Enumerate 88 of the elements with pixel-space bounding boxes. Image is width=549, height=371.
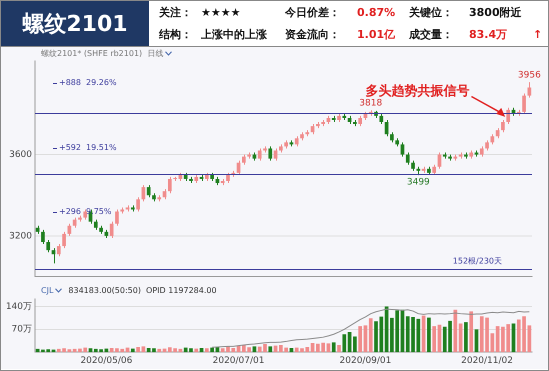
candlestick <box>496 128 500 139</box>
candlestick <box>52 248 56 264</box>
annotation: 152根/230天 <box>452 256 502 266</box>
bar <box>194 348 198 352</box>
candlestick <box>390 132 394 143</box>
candlestick <box>46 239 50 253</box>
text: 螺纹2101 <box>1 1 149 46</box>
annotation: 3956 <box>518 70 542 80</box>
candlestick <box>56 244 61 257</box>
candlestick <box>62 231 66 249</box>
candlestick <box>485 140 489 151</box>
bar <box>464 322 468 352</box>
text: 关注： <box>159 5 193 20</box>
bar <box>469 311 474 352</box>
candlestick <box>242 154 246 166</box>
bar <box>284 348 288 352</box>
bar <box>512 323 516 352</box>
candlestick <box>501 119 505 133</box>
candlestick <box>226 172 230 184</box>
x-tick-label: 2020/11/02 <box>461 356 513 366</box>
candlestick <box>115 208 119 226</box>
text: ↑ <box>533 28 543 41</box>
bar <box>458 323 462 352</box>
text: 今日价差： <box>285 5 341 20</box>
y-tick-label: 70万 <box>12 324 32 335</box>
candlestick <box>94 219 98 230</box>
bar <box>130 348 135 352</box>
candlestick <box>168 176 172 194</box>
candlestick <box>268 146 272 162</box>
candlestick <box>294 136 299 147</box>
y-tick-label: 3200 <box>9 231 32 242</box>
candlestick <box>146 184 151 198</box>
candlestick <box>162 188 166 200</box>
annotation: +888 29.26% <box>59 78 117 88</box>
text: 资金流向： <box>285 27 341 42</box>
annotation: +592 19.51% <box>59 143 117 152</box>
bar <box>200 348 204 352</box>
candlestick <box>136 196 140 212</box>
annotation: 多头趋势共振信号 <box>365 82 470 99</box>
bar <box>290 348 294 352</box>
y-tick-label: 140万 <box>6 302 32 312</box>
candlestick <box>480 146 484 158</box>
text: 结构： <box>159 27 193 42</box>
candlestick <box>41 229 45 245</box>
bar <box>252 346 256 352</box>
text: 83.4万 <box>469 27 508 42</box>
candlestick <box>274 148 278 162</box>
text: CJL <box>41 286 54 295</box>
bar <box>332 342 336 352</box>
candlestick <box>432 164 436 176</box>
y-tick-label: 3600 <box>9 150 32 160</box>
annotation: 3499 <box>406 177 430 188</box>
bar <box>427 318 431 352</box>
candlestick <box>411 160 415 172</box>
candlestick <box>522 93 526 114</box>
text: 1.01亿 <box>357 27 396 42</box>
candlestick <box>310 124 314 135</box>
bar <box>337 345 341 352</box>
candlestick <box>110 221 114 238</box>
annotation: 3818 <box>359 98 382 109</box>
x-tick-label: 2020/05/06 <box>80 356 133 366</box>
candlestick <box>528 82 532 98</box>
text: 螺纹2101* (SHFE rb2101) 日线 <box>41 48 164 59</box>
x-tick-label: 2020/07/01 <box>212 356 264 366</box>
text: 834183.00(50:50) OPID 1197284.00 <box>68 286 217 295</box>
candlestick <box>72 217 77 228</box>
candlestick <box>83 208 88 220</box>
candlestick <box>384 119 388 137</box>
bar <box>422 316 426 352</box>
candlestick <box>400 142 404 158</box>
candlestick <box>236 160 240 176</box>
candlestick <box>438 152 442 170</box>
candlestick <box>68 223 72 236</box>
candlestick <box>358 115 362 127</box>
candlestick <box>142 184 146 202</box>
text: 成交量： <box>409 27 454 42</box>
text: 关键位： <box>409 5 454 20</box>
candlestick <box>258 148 262 162</box>
text: 3800附近 <box>469 5 523 20</box>
text: 0.87% <box>357 6 396 19</box>
candlestick <box>406 152 410 166</box>
candlestick <box>490 134 494 145</box>
text: ★★★★ <box>201 6 242 19</box>
bar <box>453 310 458 352</box>
candlestick <box>379 113 384 125</box>
text: 上涨中的上涨 <box>201 27 268 42</box>
x-tick-label: 2020/09/01 <box>340 356 392 366</box>
bar <box>474 329 478 352</box>
